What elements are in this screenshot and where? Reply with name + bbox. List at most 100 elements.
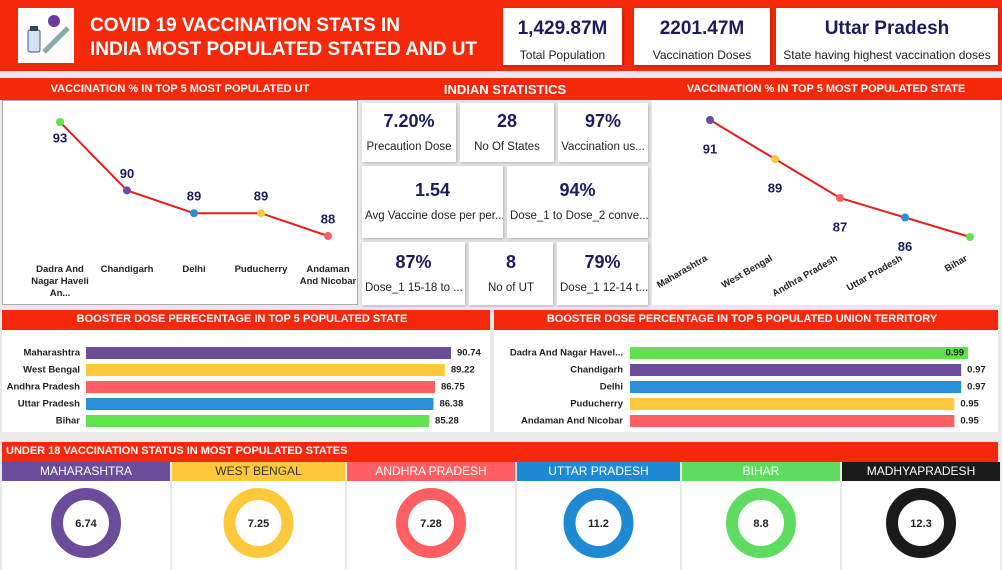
y-tick-label: Uttar Pradesh <box>18 399 80 410</box>
x-tick-label: Andhra Pradesh <box>770 253 839 299</box>
stat-label: Vaccination us... <box>561 141 645 153</box>
kpi-card: Uttar Pradesh State having highest vacci… <box>776 8 998 65</box>
point-marker <box>901 213 909 222</box>
section-strip <box>2 442 998 462</box>
y-tick-label: Puducherry <box>570 399 624 410</box>
stat-value: 28 <box>496 111 518 131</box>
stat-label: No Of States <box>474 141 540 153</box>
kpi-card: 2201.47M Vaccination Doses <box>634 8 770 65</box>
bar <box>630 398 955 410</box>
data-label: 90 <box>120 166 134 181</box>
column-header: UTTAR PRADESH <box>517 462 680 481</box>
data-label: 89.22 <box>451 365 475 376</box>
kpi-label: State having highest vaccination doses <box>783 48 991 62</box>
stat-label: Avg Vaccine dose per per... <box>365 210 503 222</box>
line <box>59 121 329 237</box>
data-label: 0.95 <box>960 416 979 427</box>
point-marker <box>190 209 198 218</box>
stat-label: Dose_1 15-18 to ... <box>365 282 463 294</box>
donut-value: 11.2 <box>588 518 609 530</box>
x-tick-label: Chandigarh <box>100 264 154 275</box>
vial <box>27 29 41 53</box>
stats-title: INDIAN STATISTICS <box>443 82 567 97</box>
data-label: 89 <box>254 189 268 204</box>
bar-chart: Dadra And Nagar Havel... 0.99 Chandigarh 0.… <box>510 347 986 427</box>
y-tick-label: Delhi <box>600 382 623 393</box>
section-strip <box>0 78 1002 100</box>
column-header: ANDHRA PRADESH <box>347 462 515 481</box>
stat-label: Dose_1 12-14 t... <box>560 282 648 294</box>
donut-ring <box>223 488 294 558</box>
column-header: MADHYAPRADESH <box>842 462 1000 481</box>
x-tick-label: Maharashtra <box>655 253 710 291</box>
data-label: 86.38 <box>439 399 463 410</box>
stat-label: No of UT <box>487 282 534 294</box>
stat-value: 79% <box>584 252 621 272</box>
donut-ring <box>51 488 121 558</box>
x-tick-label: Delhi <box>182 264 206 275</box>
syringe-icon <box>27 15 70 54</box>
stat-card: 28 No Of States <box>460 103 554 162</box>
donut: 12.3 <box>886 488 956 558</box>
donut-ring <box>886 488 956 558</box>
data-label: 93 <box>53 130 67 145</box>
section-strip <box>2 310 490 330</box>
donut: 6.74 <box>51 488 121 558</box>
donut-value: 7.25 <box>248 518 269 530</box>
data-label: 85.28 <box>435 416 459 427</box>
data-label: 86 <box>898 239 912 254</box>
chart-panel <box>2 100 358 305</box>
donut: 11.2 <box>563 488 634 558</box>
stat-value: 1.54 <box>414 180 451 200</box>
donut-value: 8.8 <box>753 518 768 530</box>
stat-value: 97% <box>584 111 622 131</box>
x-tick-label: Bihar <box>943 253 970 275</box>
kpi-card: 1,429.87M Total Population <box>503 8 622 65</box>
section-title: UNDER 18 VACCINATION STATUS IN MOST POPU… <box>6 445 348 457</box>
kpi-label: Vaccination Doses <box>652 48 752 62</box>
bar <box>630 364 962 376</box>
kpi-value: 1,429.87M <box>517 18 608 39</box>
point-marker <box>836 194 844 202</box>
donut-ring <box>726 488 796 558</box>
x-tick-label: Dadra And Nagar Haveli An... <box>31 264 89 299</box>
y-tick-label: Bihar <box>56 416 81 427</box>
column-header: MAHARASHTRA <box>2 462 170 481</box>
chart-panel <box>652 100 1000 305</box>
bar <box>630 347 968 359</box>
bar <box>86 398 434 410</box>
point-marker <box>324 232 332 240</box>
header-icon <box>18 8 74 63</box>
x-tick-label: Puducherry <box>234 264 288 275</box>
bar <box>86 364 445 376</box>
donut: 7.28 <box>396 488 466 558</box>
x-tick-label: Andaman And Nicobar <box>299 264 357 287</box>
stat-card: 8 No of UT <box>469 242 553 305</box>
donut-value: 12.3 <box>910 518 931 530</box>
stat-card: 7.20% Precaution Dose <box>362 103 456 162</box>
data-label: 0.95 <box>960 399 979 410</box>
stat-card: 79% Dose_1 12-14 t... <box>557 242 648 305</box>
y-tick-label: Andaman And Nicobar <box>521 416 623 427</box>
column-header: WEST BENGAL <box>172 462 345 481</box>
bar <box>86 347 451 359</box>
stat-value: 7.20% <box>383 111 435 131</box>
column-header: BIHAR <box>682 462 840 481</box>
donut-ring <box>396 488 466 558</box>
kpi-label: Total Population <box>519 48 606 62</box>
donut-value: 6.74 <box>75 518 97 530</box>
syringe <box>42 26 70 54</box>
line-chart: 91 Maharashtra 89 West Bengal 87 Andhra Prade… <box>655 116 974 299</box>
data-label: 90.74 <box>457 348 481 359</box>
title-line: COVID 19 VACCINATION STATS IN <box>90 15 401 36</box>
point-marker <box>56 118 64 126</box>
virus <box>48 15 60 27</box>
stat-label: Dose_1 to Dose_2 conve... <box>510 210 648 222</box>
data-label: 0.97 <box>967 382 986 393</box>
donut-value: 7.28 <box>420 518 441 530</box>
x-tick-label: Uttar Pradesh <box>845 253 905 294</box>
y-tick-label: Maharashtra <box>24 348 81 359</box>
kpi-value: Uttar Pradesh <box>824 18 950 39</box>
data-label: 89 <box>768 180 782 195</box>
